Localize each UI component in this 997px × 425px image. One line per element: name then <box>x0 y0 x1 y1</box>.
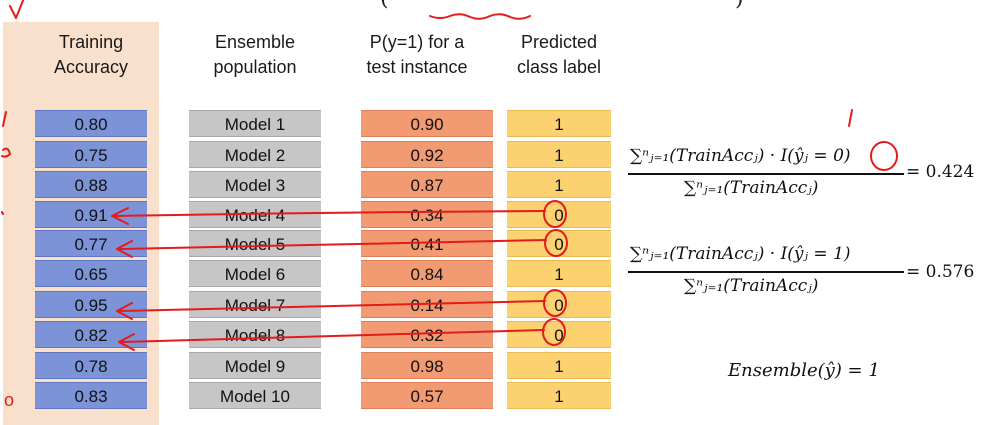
fraction-line <box>628 271 904 273</box>
arrow-annotation <box>114 210 546 217</box>
tick-annotation <box>848 109 853 127</box>
top-formula-fragment: ( ) <box>340 0 760 16</box>
header-line: Training <box>58 32 124 52</box>
header-predicted-label: Predicted class label <box>484 30 634 80</box>
model-cell: Model 7 <box>189 291 321 318</box>
accuracy-cell: 0.78 <box>35 352 147 379</box>
circle-annotation <box>542 318 566 346</box>
probability-cell: 0.98 <box>361 352 493 379</box>
top-formula-right-paren: ) <box>735 0 744 11</box>
header-line: P(y=1) for a <box>369 32 465 52</box>
accuracy-cell: 0.82 <box>35 321 147 348</box>
circle-annotation <box>544 229 568 257</box>
probability-cell: 0.84 <box>361 260 493 287</box>
underline-annotation <box>429 13 531 20</box>
probability-cell: 0.87 <box>361 171 493 198</box>
header-line: class label <box>516 57 602 77</box>
model-cell: Model 1 <box>189 110 321 137</box>
circle-annotation <box>543 200 567 228</box>
arrowhead-annotation <box>118 333 135 351</box>
predicted-label-cell: 0 <box>507 291 611 318</box>
arrowhead-annotation <box>111 207 129 225</box>
equation-denominator: ∑ⁿⱼ₌₁(TrainAccⱼ) <box>684 276 819 296</box>
margin-mark <box>1 147 11 158</box>
arrowhead-annotation <box>116 302 133 320</box>
header-training-accuracy: Training Accuracy <box>16 30 166 80</box>
accuracy-cell: 0.77 <box>35 230 147 257</box>
circle-annotation <box>543 289 567 317</box>
predicted-label-cell: 1 <box>507 260 611 287</box>
accuracy-cell: 0.95 <box>35 291 147 318</box>
header-line: Accuracy <box>53 57 129 77</box>
model-cell: Model 6 <box>189 260 321 287</box>
circle-annotation <box>870 141 898 171</box>
predicted-label-cell: 1 <box>507 171 611 198</box>
accuracy-cell: 0.75 <box>35 141 147 168</box>
accuracy-cell: 0.88 <box>35 171 147 198</box>
arrow-annotation <box>119 300 546 312</box>
model-cell: Model 5 <box>189 230 321 257</box>
predicted-label-cell: 1 <box>507 141 611 168</box>
header-line: Ensemble <box>214 32 296 52</box>
margin-mark <box>1 211 4 215</box>
header-line: Predicted <box>520 32 598 52</box>
ensemble-prediction: Ensemble(ŷ) = 1 <box>728 360 880 381</box>
model-cell: Model 10 <box>189 382 321 409</box>
probability-cell: 0.92 <box>361 141 493 168</box>
predicted-label-cell: 1 <box>507 110 611 137</box>
top-formula-left-paren: ( <box>380 0 389 11</box>
fraction-line <box>628 173 904 175</box>
probability-cell: 0.57 <box>361 382 493 409</box>
model-cell: Model 9 <box>189 352 321 379</box>
equation-result: = 0.424 <box>906 162 975 182</box>
checkmark-annotation <box>9 0 25 19</box>
arrow-annotation <box>119 239 547 250</box>
probability-cell: 0.90 <box>361 110 493 137</box>
equation-numerator: ∑ⁿⱼ₌₁(TrainAccⱼ) · I(ŷⱼ = 1) <box>630 244 851 264</box>
margin-mark <box>2 111 7 127</box>
header-line: population <box>213 57 297 77</box>
header-ensemble-population: Ensemble population <box>180 30 330 80</box>
model-cell: Model 2 <box>189 141 321 168</box>
equation-numerator: ∑ⁿⱼ₌₁(TrainAccⱼ) · I(ŷⱼ = 0) <box>630 146 851 166</box>
predicted-label-cell: 1 <box>507 382 611 409</box>
accuracy-cell: 0.65 <box>35 260 147 287</box>
arrow-annotation <box>121 329 545 343</box>
arrowhead-annotation <box>116 240 133 258</box>
predicted-label-cell: 1 <box>507 352 611 379</box>
header-line: test instance <box>366 57 468 77</box>
accuracy-cell: 0.80 <box>35 110 147 137</box>
model-cell: Model 3 <box>189 171 321 198</box>
accuracy-cell: 0.83 <box>35 382 147 409</box>
model-cell: Model 8 <box>189 321 321 348</box>
margin-mark-text: o <box>4 390 14 410</box>
equation-denominator: ∑ⁿⱼ₌₁(TrainAccⱼ) <box>684 178 819 198</box>
equation-result: = 0.576 <box>906 262 975 282</box>
header-probability: P(y=1) for a test instance <box>342 30 492 80</box>
